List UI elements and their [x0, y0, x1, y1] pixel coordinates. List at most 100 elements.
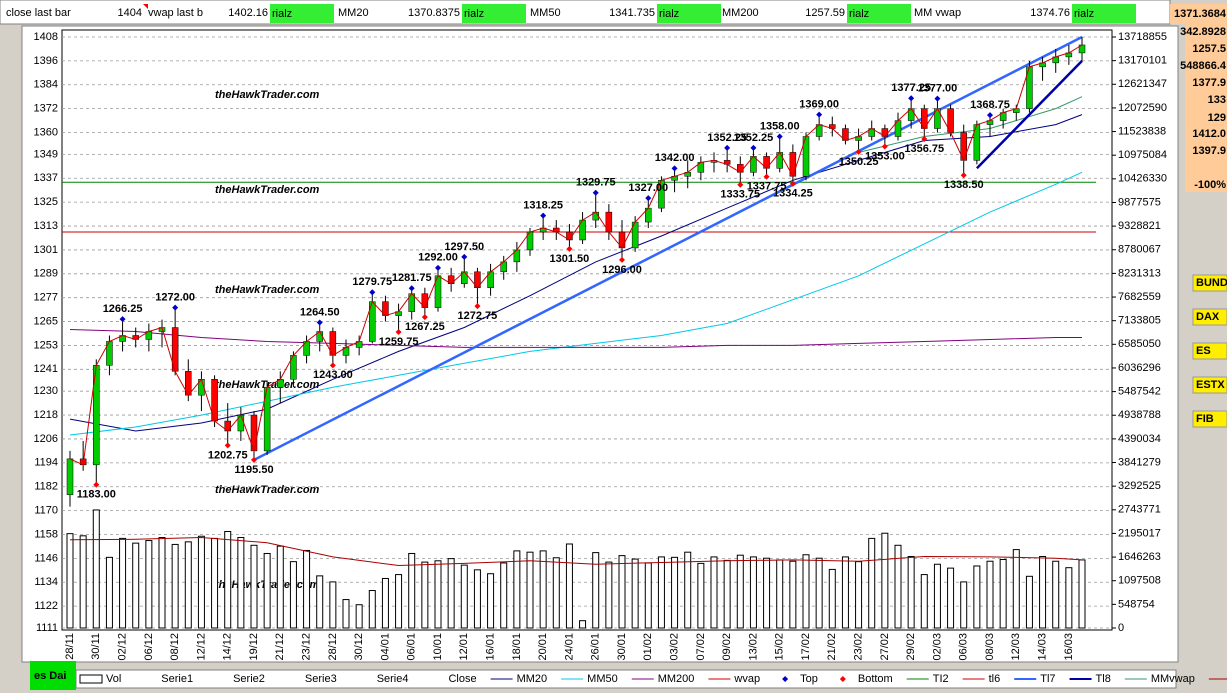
volume-bar — [539, 550, 547, 629]
y-tick-label: 1337 — [34, 172, 58, 184]
market-button-label[interactable]: DAX — [1196, 311, 1220, 323]
legend-swatch — [79, 674, 103, 684]
marker-label: 1279.75 — [352, 276, 392, 288]
y2-tick-label: 1646263 — [1118, 551, 1161, 563]
y-tick-label: 1313 — [34, 220, 58, 232]
header-value: 1257.59 — [805, 7, 845, 19]
watermark: theHawkTrader.com — [215, 89, 320, 101]
marker-label: 1301.50 — [550, 253, 590, 265]
side-value: 133 — [1208, 94, 1226, 106]
y2-tick-label: 8780067 — [1118, 244, 1161, 256]
market-button[interactable] — [1192, 342, 1227, 360]
line-series — [69, 171, 1083, 436]
volume-bar — [1012, 549, 1020, 629]
status-box — [657, 4, 721, 23]
marker — [435, 264, 441, 271]
tab-label[interactable]: es Dai — [34, 670, 66, 682]
y2-tick-label: 4390034 — [1118, 433, 1161, 445]
x-tick-label: 12/01 — [458, 633, 470, 661]
legend-label: Tl7 — [1040, 673, 1055, 685]
volume-bar — [447, 558, 455, 629]
y2-tick-label: 7133805 — [1118, 315, 1161, 327]
y-tick-label: 1384 — [34, 79, 58, 91]
market-button-label[interactable]: FIB — [1196, 413, 1214, 425]
marker-label: 1352.25 — [734, 132, 774, 144]
marker-label: 1338.50 — [944, 179, 984, 191]
legend-label: Serie4 — [377, 673, 409, 685]
marker — [408, 285, 415, 292]
y2-tick-label: 2743771 — [1118, 504, 1161, 516]
side-panel — [1185, 24, 1227, 192]
market-button[interactable] — [1192, 376, 1227, 394]
market-button-label[interactable]: BUND — [1196, 277, 1227, 289]
marker — [421, 314, 428, 321]
y2-tick-label: 548754 — [1118, 598, 1155, 610]
market-button[interactable] — [1192, 308, 1227, 326]
volume-bar — [289, 561, 297, 629]
x-tick-label: 30/12 — [353, 633, 365, 661]
y-tick-label: 1325 — [34, 196, 58, 208]
volume-bar — [855, 561, 863, 629]
volume-bar — [999, 559, 1007, 629]
marker — [251, 456, 257, 463]
side-value: 1257.5 — [1192, 43, 1226, 55]
x-tick-label: 14/03 — [1036, 633, 1048, 661]
y-tick-label: 1122 — [34, 600, 58, 612]
y2-tick-label: 8231313 — [1118, 267, 1161, 279]
market-button-label[interactable]: ESTX — [1196, 379, 1225, 391]
market-button-label[interactable]: ES — [1196, 345, 1211, 357]
marker — [750, 144, 757, 151]
volume-bar — [197, 535, 205, 629]
y-tick-label: 1111 — [36, 622, 58, 634]
marker — [960, 172, 967, 179]
side-value: 1397.9 — [1192, 145, 1226, 157]
y-tick-label: 1194 — [34, 457, 58, 469]
marker-label: 1368.75 — [970, 99, 1010, 111]
status-label: rialz — [659, 8, 679, 20]
x-tick-label: 09/02 — [721, 633, 733, 661]
legend-label: Bottom — [858, 673, 893, 685]
volume-bar — [1065, 567, 1073, 629]
x-tick-label: 19/12 — [248, 633, 260, 661]
y2-tick-label: 6036296 — [1118, 362, 1161, 374]
volume-bar — [841, 556, 849, 629]
marker — [908, 95, 915, 102]
y2-tick-label: 11523838 — [1118, 125, 1166, 137]
legend-label: Tl8 — [1096, 673, 1111, 685]
market-button[interactable] — [1192, 274, 1227, 292]
legend-label: TI2 — [933, 673, 949, 685]
marker-label: 1334.25 — [773, 188, 813, 200]
legend-label: MM20 — [517, 673, 548, 685]
x-tick-label: 06/03 — [958, 633, 970, 661]
x-tick-label: 01/02 — [642, 633, 654, 661]
status-label: rialz — [849, 8, 869, 20]
volume-bar — [881, 532, 889, 629]
marker — [566, 245, 573, 252]
status-box — [462, 4, 526, 23]
tab[interactable] — [30, 661, 76, 690]
x-tick-label: 17/02 — [800, 633, 812, 661]
header-value: 1370.8375 — [408, 7, 460, 19]
marker-label: 1296.00 — [602, 264, 642, 276]
side-value: -100% — [1194, 179, 1226, 191]
marker — [93, 481, 100, 488]
x-tick-label: 02/03 — [931, 633, 943, 661]
candle-body — [66, 458, 74, 495]
y2-tick-label: 6585050 — [1118, 338, 1161, 350]
x-tick-label: 16/03 — [1063, 633, 1075, 661]
marker-label: 1333.75 — [720, 189, 760, 201]
header-value: 1374.76 — [1030, 7, 1070, 19]
marker — [776, 133, 783, 140]
legend-label: wvap — [733, 673, 760, 685]
volume-bar — [907, 555, 915, 629]
close-line — [69, 44, 1083, 466]
volume-bar — [684, 551, 692, 629]
marker — [395, 329, 402, 336]
status-box — [847, 4, 911, 23]
market-button[interactable] — [1192, 410, 1227, 428]
volume-bar — [434, 560, 442, 629]
marker — [619, 256, 625, 263]
legend-label: tl6 — [989, 673, 1001, 685]
x-tick-label: 21/12 — [274, 633, 286, 661]
marker — [474, 303, 481, 310]
